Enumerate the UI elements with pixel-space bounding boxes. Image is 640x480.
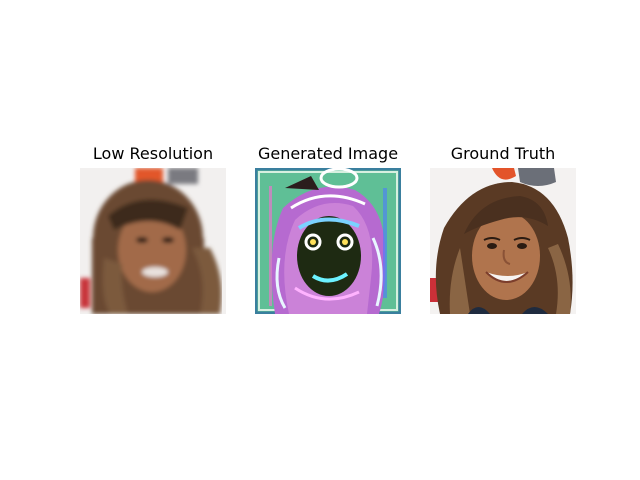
generated-face-artifacts [255,168,401,314]
panel-title: Generated Image [257,144,399,163]
low-resolution-image [80,168,226,314]
panel-generated-image: Generated Image [255,144,401,314]
panel-title: Low Resolution [92,144,214,163]
ground-truth-face [430,168,576,314]
panel-low-resolution: Low Resolution [80,144,226,314]
panel-ground-truth: Ground Truth [430,144,576,314]
ground-truth-image [430,168,576,314]
panel-title: Ground Truth [450,144,556,163]
low-resolution-face [80,168,226,314]
generated-image [255,168,401,314]
